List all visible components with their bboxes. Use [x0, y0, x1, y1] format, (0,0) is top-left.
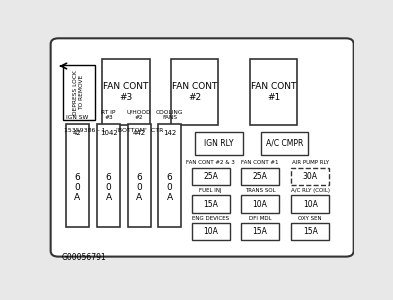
Text: 42: 42	[73, 130, 82, 136]
Text: IGN RLY: IGN RLY	[204, 139, 234, 148]
Bar	[291, 195, 329, 213]
Text: 10A: 10A	[303, 200, 318, 208]
Bar	[158, 124, 181, 226]
Text: 6
0
A: 6 0 A	[136, 172, 142, 203]
Text: 15A: 15A	[253, 227, 268, 236]
Text: 10A: 10A	[203, 227, 218, 236]
Bar	[261, 132, 308, 155]
Text: 6
0
A: 6 0 A	[167, 172, 173, 203]
Text: 15A: 15A	[203, 200, 218, 208]
FancyBboxPatch shape	[51, 38, 354, 256]
Bar	[97, 124, 120, 226]
Text: 142: 142	[163, 130, 176, 136]
Bar	[241, 168, 279, 185]
Text: DFI MDL: DFI MDL	[249, 216, 271, 221]
Text: FAN CONT #2 & 3: FAN CONT #2 & 3	[186, 160, 235, 165]
Bar	[128, 124, 151, 226]
Text: 6
0
A: 6 0 A	[74, 172, 80, 203]
Bar	[291, 168, 329, 185]
Bar	[291, 223, 329, 240]
Text: ENG DEVICES: ENG DEVICES	[192, 216, 229, 221]
Text: A/C CMPR: A/C CMPR	[266, 139, 303, 148]
Text: IGN SW: IGN SW	[66, 115, 88, 120]
Text: TRANS SOL: TRANS SOL	[245, 188, 275, 193]
Text: U/HOOD
#2: U/HOOD #2	[127, 110, 151, 120]
Bar	[195, 132, 242, 155]
Bar	[171, 59, 218, 125]
Text: FUEL INJ: FUEL INJ	[199, 188, 222, 193]
Text: A/C RLY (COIL): A/C RLY (COIL)	[291, 188, 330, 193]
Text: RT IP
#3: RT IP #3	[101, 110, 116, 120]
Text: AIR PUMP RLY: AIR PUMP RLY	[292, 160, 329, 165]
Bar	[66, 124, 89, 226]
Text: 'BOTTOM'  CTR: 'BOTTOM' CTR	[116, 128, 163, 133]
Text: COOLING
FANS: COOLING FANS	[156, 110, 183, 120]
Text: 15359386 - 1: 15359386 - 1	[64, 128, 106, 133]
Text: 10A: 10A	[253, 200, 268, 208]
Text: FAN CONT #1: FAN CONT #1	[241, 160, 279, 165]
Text: 6
0
A: 6 0 A	[106, 172, 112, 203]
Text: 1042: 1042	[100, 130, 118, 136]
Text: FAN CONT
#2: FAN CONT #2	[172, 82, 217, 102]
Text: 25A: 25A	[253, 172, 268, 181]
Text: OXY SEN: OXY SEN	[299, 216, 322, 221]
Text: 442: 442	[132, 130, 146, 136]
Bar	[103, 59, 150, 125]
Bar	[241, 195, 279, 213]
Bar	[250, 59, 298, 125]
Text: FAN CONT
#1: FAN CONT #1	[251, 82, 296, 102]
Bar	[192, 223, 230, 240]
Text: 25A: 25A	[203, 172, 218, 181]
Bar	[192, 195, 230, 213]
Text: G00056791: G00056791	[61, 254, 106, 262]
Bar	[63, 65, 95, 120]
Text: FAN CONT
#3: FAN CONT #3	[103, 82, 149, 102]
Bar	[241, 223, 279, 240]
Text: 15A: 15A	[303, 227, 318, 236]
Text: 30A: 30A	[303, 172, 318, 181]
Text: DEPRESS LOCK
TO REMOVE: DEPRESS LOCK TO REMOVE	[73, 70, 84, 115]
Bar	[192, 168, 230, 185]
